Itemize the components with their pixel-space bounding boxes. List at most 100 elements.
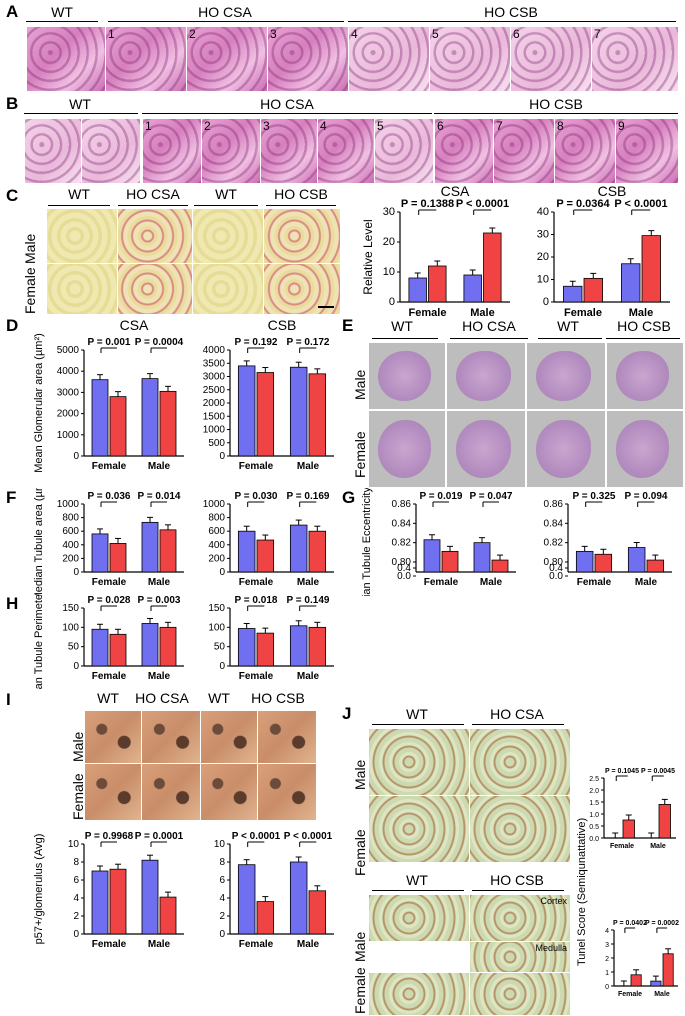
panel-c-row-female: Female: [22, 267, 38, 314]
bar: [308, 373, 327, 457]
x-tick-label: Male: [650, 843, 666, 850]
p-value: P = 0.0402: [613, 920, 647, 927]
bar: [91, 628, 109, 667]
y-tick-label: 3000: [57, 387, 80, 398]
bar: [141, 521, 159, 573]
bar: [627, 547, 646, 573]
x-tick-label: Male: [297, 577, 320, 588]
bar: [237, 530, 256, 573]
panel-c-micrograph: [117, 263, 193, 315]
x-tick-label: Female: [610, 843, 634, 850]
panel-b-line-ho-csb: [434, 113, 678, 114]
panel-label-c: C: [6, 186, 19, 205]
panel-e-line: [538, 338, 602, 339]
panel-b-micrograph-wt: [81, 118, 141, 184]
y-tick-label: 50: [214, 642, 226, 653]
bar: [423, 539, 441, 573]
panel-a-num: 1: [108, 27, 115, 41]
y-tick-label: 0: [73, 929, 79, 940]
y-tick-label: 1000: [57, 430, 80, 441]
y-tick-label: 1000: [203, 425, 226, 436]
x-tick-label: Female: [564, 307, 602, 319]
y-tick-label: 0.4: [397, 563, 411, 574]
bar: [441, 550, 459, 573]
panel-b-micrograph: 3: [260, 118, 318, 184]
y-tick-label: 0.0: [397, 571, 411, 582]
p-value: P = 0.1045: [605, 768, 639, 775]
panel-a-num: 7: [594, 27, 601, 41]
chart-f-csa: 0 200 400 600 800 1000 P = 0.036 Female P = 0.01…: [33, 488, 184, 596]
p-value: P = 0.003: [138, 595, 181, 606]
bar: [630, 974, 642, 987]
chart-i-csa: 0 2 4 6 8 10 P = 0.9968 Female P = 0.0001 Male p57…: [33, 831, 184, 950]
panel-b-micrograph: 5: [374, 118, 434, 184]
chart-f-csb: 0 200 400 600 800 1000 P = 0.030 Female P = 0.16…: [203, 491, 334, 588]
p-value: P = 0.9968: [85, 831, 134, 842]
y-tick-label: 150: [208, 603, 225, 614]
y-tick-label: 20: [383, 236, 395, 248]
chart-title: CSA: [441, 183, 470, 199]
panel-b-line-wt: [24, 113, 138, 114]
bar: [308, 530, 327, 573]
bar: [491, 559, 509, 573]
x-tick-label: Male: [635, 577, 658, 588]
y-tick-label: 8: [73, 857, 79, 868]
bar: [109, 396, 127, 457]
x-tick-label: Female: [577, 577, 612, 588]
panel-e-kidney-section: [368, 342, 446, 410]
y-tick-label: 0.82: [392, 538, 412, 549]
x-tick-label: Male: [297, 939, 320, 950]
x-tick-label: Female: [92, 577, 127, 588]
x-tick-label: Female: [92, 671, 127, 682]
bar: [237, 365, 256, 457]
y-tick-label: 20: [537, 251, 549, 263]
panel-j-medulla-label: Medulla: [535, 943, 567, 953]
y-tick-label: 8: [219, 857, 225, 868]
p-value: P = 0.030: [235, 491, 278, 502]
y-tick-label: 800: [208, 513, 225, 524]
y-tick-label: 0.86: [392, 499, 412, 510]
bar: [408, 277, 427, 303]
p-value: P = 0.001: [88, 337, 131, 348]
panel-j-line: [472, 724, 564, 725]
panel-label-d: D: [6, 316, 19, 335]
panel-label-f: F: [6, 488, 17, 507]
bar: [658, 804, 671, 839]
y-tick-label: 0: [219, 567, 225, 578]
panel-i-micrograph: [257, 763, 317, 821]
panel-b-micrograph: 9: [615, 118, 679, 184]
panel-b-num: 3: [263, 119, 270, 133]
p-value: P < 0.0001: [232, 831, 281, 842]
p-value: P = 0.0004: [135, 337, 184, 348]
y-tick-label: 0.0: [589, 836, 599, 843]
x-tick-label: Female: [239, 577, 274, 588]
y-axis-title: Median Tubule Eccentricity (µm²): [361, 488, 373, 596]
panel-a-num: 6: [513, 27, 520, 41]
panel-e-header-ho-csa: HO CSA: [462, 318, 516, 334]
chart-h-csb: 0 50 100 150 P = 0.018 Female P = 0.149 Male: [208, 595, 334, 682]
y-tick-label: 0: [605, 984, 609, 991]
bar: [428, 265, 447, 303]
y-tick-label: 5000: [57, 345, 80, 356]
panel-a-micrograph: 1: [105, 26, 187, 92]
bar: [109, 633, 127, 667]
bar: [256, 539, 275, 573]
p-value: P < 0.0001: [614, 198, 667, 210]
panel-j-micrograph: [368, 728, 470, 796]
panel-a-micrograph: 3: [267, 26, 349, 92]
p-value: P < 0.0001: [456, 198, 509, 210]
y-tick-label: 1.0: [589, 812, 599, 819]
y-tick-label: 0.84: [544, 518, 564, 529]
p-value: P = 0.019: [420, 491, 463, 502]
bar: [622, 819, 635, 839]
panel-a-header-ho-csb: HO CSB: [484, 4, 538, 20]
y-axis-title: Median Tubule Perimeter (µm²): [33, 594, 45, 690]
panel-e-header-wt2: WT: [557, 318, 579, 334]
y-tick-label: 2: [605, 956, 609, 963]
y-tick-label: 4000: [57, 366, 80, 377]
y-tick-label: 400: [62, 540, 79, 551]
panel-b-num: 5: [377, 119, 384, 133]
y-tick-label: 0: [543, 296, 549, 308]
chart-title: CSA: [120, 317, 149, 333]
y-tick-label: 2000: [57, 409, 80, 420]
